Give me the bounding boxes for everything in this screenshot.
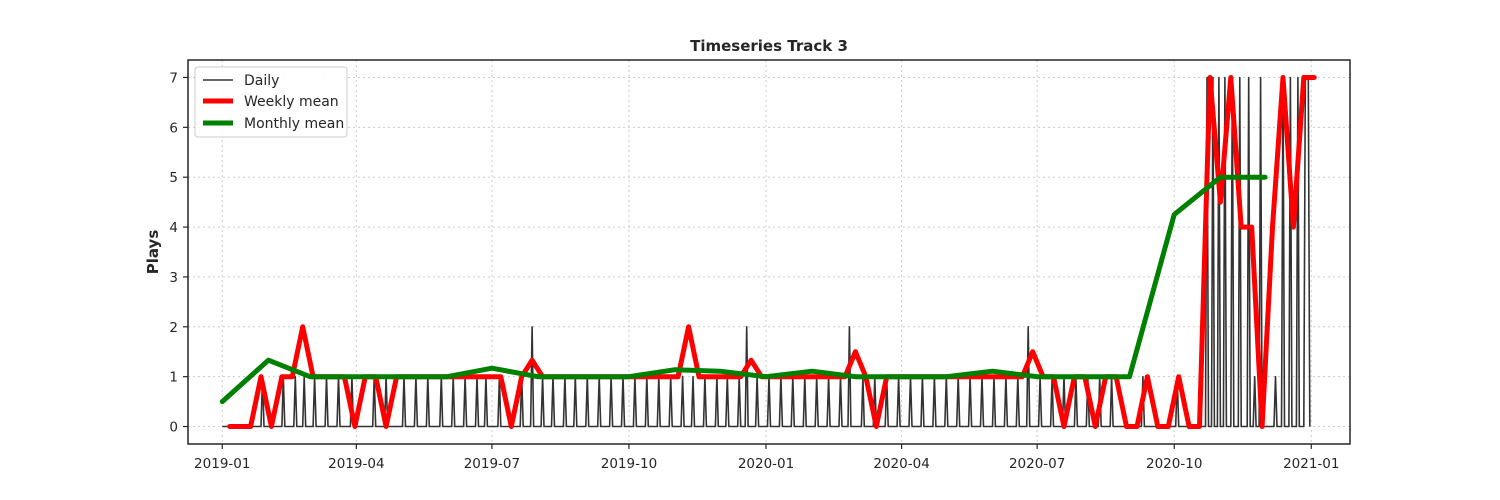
- x-tick-label: 2020-07: [1009, 456, 1065, 472]
- y-tick-label: 1: [169, 370, 178, 386]
- legend: Daily Weekly mean Monthly mean: [194, 66, 348, 138]
- y-tick-label: 2: [169, 320, 178, 336]
- legend-box: [194, 66, 348, 138]
- x-tick-label: 2019-04: [328, 456, 384, 472]
- series-line-monthly: [219, 174, 1268, 405]
- y-axis-title: Plays: [144, 230, 162, 275]
- x-tick-label: 2019-01: [194, 456, 250, 472]
- x-tick-label: 2020-10: [1146, 456, 1202, 472]
- plot-frame: [187, 59, 1351, 445]
- x-tick-label: 2019-07: [464, 456, 520, 472]
- y-tick-label: 0: [169, 420, 178, 436]
- x-tick-label: 2020-04: [873, 456, 929, 472]
- x-tick-label: 2021-01: [1283, 456, 1339, 472]
- y-tick-label: 7: [169, 70, 178, 86]
- y-tick-label: 4: [169, 220, 178, 236]
- x-tick-label: 2019-10: [601, 456, 657, 472]
- series-line-daily: [222, 76, 1311, 428]
- series-layer: [219, 75, 1317, 429]
- legend-label-monthly: Monthly mean: [244, 116, 344, 132]
- chart-title: Timeseries Track 3: [690, 37, 848, 55]
- x-tick-label: 2020-01: [738, 456, 794, 472]
- legend-label-daily: Daily: [244, 73, 279, 89]
- legend-label-weekly: Weekly mean: [244, 94, 339, 110]
- y-tick-label: 3: [169, 270, 178, 286]
- y-tick-label: 6: [169, 120, 178, 136]
- axis-ticks: 2019-01 2019-04 2019-07 2019-10 2020-01 2020-…: [169, 70, 1339, 472]
- grid: [188, 60, 1350, 444]
- y-tick-label: 5: [169, 170, 178, 186]
